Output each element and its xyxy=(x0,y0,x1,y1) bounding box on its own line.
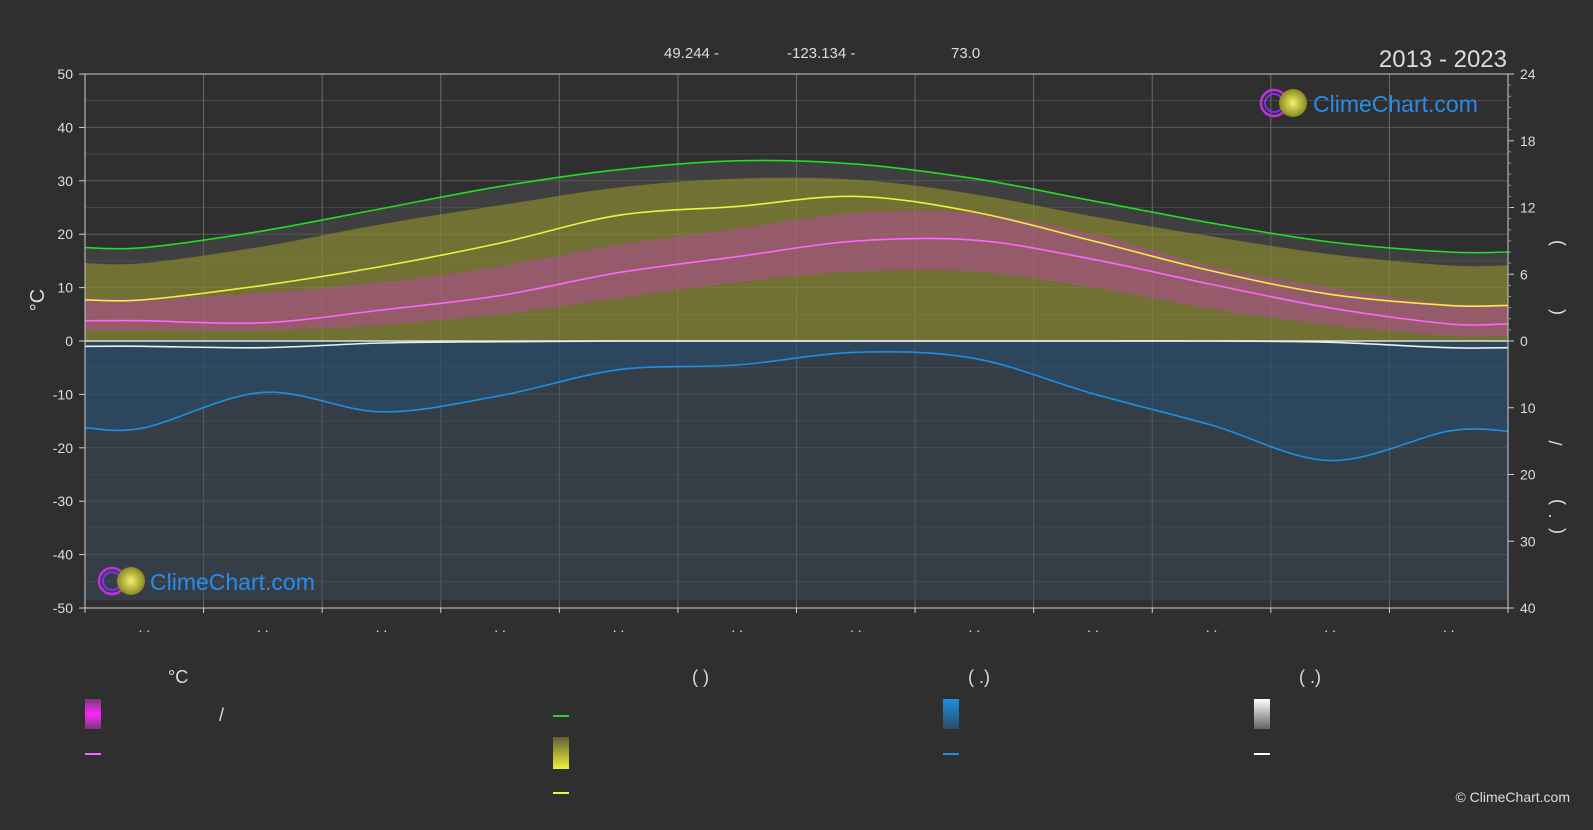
y-right-top-tick-label: 12 xyxy=(1520,200,1536,216)
x-tick-label: . . xyxy=(850,619,862,635)
sunshine-line xyxy=(84,195,1509,308)
y-left-tick-label: -50 xyxy=(53,600,73,616)
legend-swatch-precip-mean xyxy=(943,753,959,755)
y-left-tick-label: -20 xyxy=(53,440,73,456)
y-left-tick-label: 30 xyxy=(57,173,73,189)
legend-swatch-snow-range xyxy=(1254,699,1270,729)
data-lines xyxy=(84,159,1509,462)
y-right-bottom-tick-label: 20 xyxy=(1520,467,1536,483)
y-left-tick-label: 40 xyxy=(57,119,73,135)
tick-labels: 50 40 30 20 10 0 -10 -20 -30 -40 -50 24 18 12 6 0 10 20 30… xyxy=(53,66,1536,635)
y-axis-title-right-bottom-c: ( xyxy=(1546,528,1566,534)
y-left-tick-label: -30 xyxy=(53,493,73,509)
legend-swatch-daylight xyxy=(553,715,569,717)
y-left-tick-label: -40 xyxy=(53,547,73,563)
data-bands xyxy=(85,160,1508,600)
logo-globe-icon xyxy=(1279,89,1307,117)
legend: °C ( ) ( .) ( .) / xyxy=(85,667,1321,794)
legend-swatch-precip-range xyxy=(943,699,959,729)
legend-swatch-sunshine-mean xyxy=(553,792,569,794)
y-axis-title-right-top-a: ) xyxy=(1546,240,1566,246)
y-left-tick-label: 10 xyxy=(57,280,73,296)
elevation-text: 73.0 xyxy=(951,45,980,62)
x-tick-label: . . xyxy=(376,619,388,635)
x-tick-label: . . xyxy=(257,619,269,635)
legend-heading-precip: ( .) xyxy=(968,667,990,687)
y-left-tick-label: 50 xyxy=(57,66,73,82)
logo-globe-icon xyxy=(117,567,145,595)
brand-logo-top[interactable]: ClimeChart.com xyxy=(1259,88,1478,118)
precip-area xyxy=(85,341,1508,600)
x-tick-label: . . xyxy=(1324,619,1336,635)
y-axis-title-left: °C xyxy=(27,289,49,311)
brand-name: ClimeChart.com xyxy=(150,569,315,595)
y-axis-title-right-bottom-a: / xyxy=(1546,440,1566,445)
x-tick-label: . . xyxy=(1206,619,1218,635)
sunshine-band xyxy=(85,177,1508,341)
x-tick-label: . . xyxy=(138,619,150,635)
legend-heading-sun: ( ) xyxy=(692,667,709,687)
daylight-line xyxy=(84,159,1509,254)
precip-line xyxy=(84,351,1509,462)
x-tick-label: . . xyxy=(494,619,506,635)
y-right-bottom-tick-label: 10 xyxy=(1520,400,1536,416)
y-left-tick-label: -10 xyxy=(53,386,73,402)
y-right-top-tick-label: 0 xyxy=(1520,333,1528,349)
y-right-bottom-tick-label: 30 xyxy=(1520,533,1536,549)
x-tick-label: . . xyxy=(613,619,625,635)
latitude-text: 49.244 - xyxy=(664,45,719,62)
x-tick-label: . . xyxy=(731,619,743,635)
y-right-top-tick-label: 18 xyxy=(1520,133,1536,149)
snow-line xyxy=(84,340,1509,349)
y-right-top-tick-label: 6 xyxy=(1520,266,1528,282)
x-tick-label: . . xyxy=(1443,619,1455,635)
period-title: 2013 - 2023 xyxy=(1379,46,1507,73)
y-axis-title-right-top-b: ( xyxy=(1546,309,1566,315)
copyright-text: © ClimeChart.com xyxy=(1455,789,1570,805)
precip-mean-area xyxy=(85,341,1508,461)
legend-heading-temperature: °C xyxy=(168,667,188,687)
y-axis-title-right-bottom-b: ) xyxy=(1546,499,1566,505)
legend-swatch-snow-mean xyxy=(1254,753,1270,755)
brand-logo-bottom[interactable]: ClimeChart.com xyxy=(97,566,315,596)
y-right-top-tick-label: 24 xyxy=(1520,66,1536,82)
y-left-tick-label: 0 xyxy=(65,333,73,349)
axes xyxy=(79,73,1514,613)
x-tick-label: . . xyxy=(969,619,981,635)
legend-label-temp-range: / xyxy=(219,705,224,725)
temperature-band xyxy=(85,210,1508,337)
y-left-tick-label: 20 xyxy=(57,226,73,242)
legend-swatch-temp-mean xyxy=(85,753,101,755)
legend-heading-snow: ( .) xyxy=(1299,667,1321,687)
y-right-bottom-tick-label: 40 xyxy=(1520,600,1536,616)
legend-swatch-sunshine-range xyxy=(553,737,569,769)
legend-swatch-temp-range xyxy=(85,699,101,729)
temp-mean-line xyxy=(84,237,1509,326)
brand-name: ClimeChart.com xyxy=(1313,91,1478,117)
x-tick-label: . . xyxy=(1087,619,1099,635)
y-axis-title-right-bottom-d: . xyxy=(1547,501,1552,521)
longitude-text: -123.134 - xyxy=(787,45,855,62)
